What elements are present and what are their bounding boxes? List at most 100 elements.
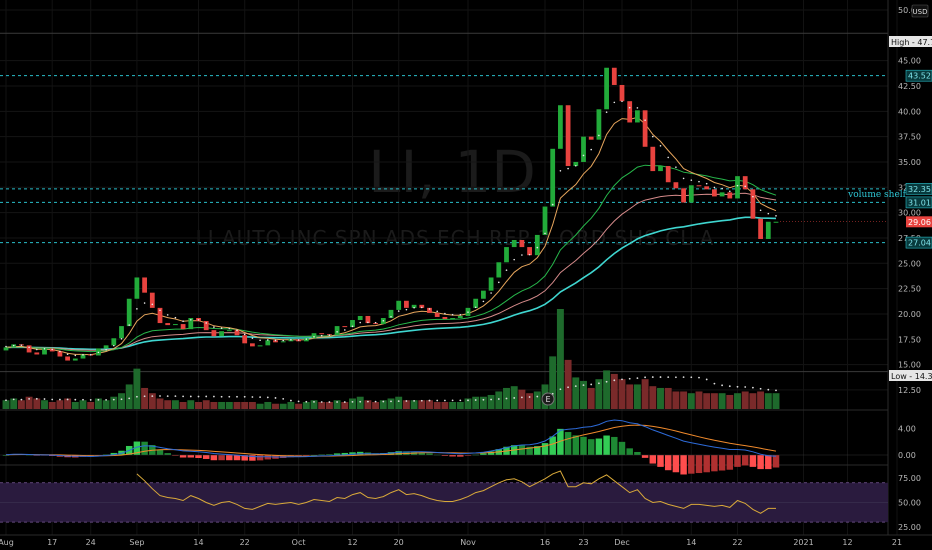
macd-histogram-bar (634, 451, 641, 455)
volume-bar (672, 391, 680, 409)
volume-ma-dot (698, 376, 700, 379)
volume-ma-dot (320, 401, 323, 403)
price-tag-32: 32.35 (905, 183, 932, 195)
candle-body (72, 358, 78, 361)
volume-bar (56, 400, 64, 409)
ema-dot (213, 326, 215, 328)
volume-bar (233, 401, 241, 409)
volume-ma-dot (43, 398, 46, 400)
price-tag-high: High - 47.70 (889, 36, 932, 47)
ema-dot (382, 319, 385, 322)
volume-bar (449, 401, 457, 409)
volume-bar (141, 387, 149, 409)
candle-body (165, 323, 171, 326)
candle-body (257, 345, 263, 347)
ema-dot (336, 331, 338, 333)
volume-ma-dot (151, 395, 154, 398)
candle (265, 340, 271, 346)
macd-histogram-bar (249, 455, 256, 461)
ema-dot (367, 321, 369, 324)
volume-ma-dot (444, 399, 446, 402)
candle-body (658, 166, 663, 172)
macd-histogram-bar (587, 439, 595, 455)
macd-histogram-bar (526, 446, 533, 455)
volume-bar (633, 384, 641, 409)
ema-dot (236, 329, 238, 332)
macd-histogram-bar (611, 436, 618, 455)
volume-bar (17, 400, 25, 409)
volume-bar (179, 401, 187, 409)
macd-histogram-bar (449, 455, 456, 457)
ema-dots (5, 100, 777, 357)
candle-body (119, 326, 124, 339)
ema-dot (105, 348, 107, 351)
volume-ma-dot (12, 398, 15, 401)
ema-dot (436, 310, 439, 313)
volume-ma-dot (651, 376, 654, 378)
volume-ma-dot (397, 400, 400, 403)
volume-bar (287, 401, 295, 409)
price-axis[interactable]: 12.5015.0017.5020.0022.5025.0027.5030.00… (898, 6, 921, 532)
candle (596, 109, 602, 140)
ema-dot (705, 182, 708, 185)
candle-body (188, 318, 194, 330)
volume-bar (71, 401, 79, 409)
ema-dot (136, 308, 138, 310)
candle (273, 340, 278, 343)
candle-body (173, 324, 178, 326)
volume-ma-dot (459, 399, 462, 402)
ema-dot (713, 186, 716, 189)
candle (303, 338, 309, 342)
candle-body (42, 348, 47, 355)
candle-body (142, 277, 147, 293)
candle-body (504, 247, 509, 263)
candle-body (635, 110, 640, 123)
macd-histogram-bar (326, 454, 333, 455)
volume-bar (10, 398, 18, 409)
volume-bar (302, 401, 310, 409)
macd-histogram-bar (680, 455, 687, 475)
volume-bar (164, 400, 172, 409)
price-tick-label-5: 25.00 (898, 259, 921, 268)
volume-ma-dot (74, 398, 77, 401)
ema-dot (575, 165, 577, 167)
price-tick-label-1: 15.00 (898, 361, 921, 370)
candle-body (250, 343, 255, 347)
candle-body (350, 320, 355, 328)
watermark-symbol: LI, 1D (368, 138, 536, 206)
price-tag-current-label: 29.06 (908, 218, 931, 227)
ema-dot (698, 180, 700, 183)
volume-ma-dot (189, 395, 192, 398)
volume-bar (256, 403, 264, 409)
ema-dot (282, 339, 285, 342)
volume-ma-dot (367, 400, 369, 403)
candle-body (457, 315, 463, 318)
macd-histogram-bar (518, 445, 526, 455)
volume-ma-dot (174, 395, 177, 398)
time-axis[interactable]: Aug 17 24 Sep 14 22 Oct 12 20 Nov 16 23 Dec 14 22 2021 1… (0, 538, 902, 547)
price-tag-low-label: Low - 14.31 (891, 372, 932, 381)
volume-bar (441, 401, 449, 409)
candle-body (735, 176, 740, 199)
volume-bar (125, 384, 133, 409)
ema-dot (20, 344, 23, 346)
candle (588, 136, 594, 140)
volume-bar (79, 400, 87, 409)
candle-body (581, 136, 586, 162)
candle (488, 277, 494, 291)
volume-bar (341, 401, 349, 409)
volume-bar (333, 400, 341, 409)
ema-dot (667, 156, 669, 159)
candle-body (404, 300, 409, 308)
earnings-marker[interactable]: E (541, 392, 555, 406)
ema-dot (536, 246, 539, 249)
time-tick-label-13: 14 (686, 538, 696, 547)
candle (496, 262, 502, 278)
currency-badge[interactable] (911, 4, 929, 18)
candle (257, 345, 263, 347)
ema-dot (297, 339, 300, 341)
ema-slow-line (5, 192, 777, 351)
volume-ma-dot (220, 395, 223, 398)
volume-ma-dot (451, 399, 454, 402)
